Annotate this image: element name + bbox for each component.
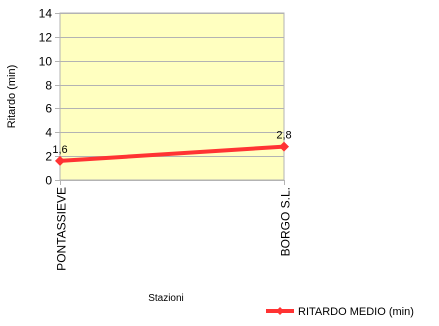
y-tick-label: 10 (39, 55, 53, 69)
series-line (59, 144, 285, 163)
y-tick-label: 14 (39, 7, 53, 21)
y-axis-ticks: 0 2 4 6 8 10 12 14 (39, 7, 60, 188)
x-axis-label: Stazioni (148, 293, 184, 304)
x-tick-label: PONTASSIEVE (55, 187, 69, 271)
legend-label: RITARDO MEDIO (min) (298, 306, 414, 318)
grid-lines (60, 13, 284, 181)
data-point-marker (279, 141, 289, 152)
series-layer: 1,6 2,8 (52, 130, 292, 166)
y-tick-label: 8 (45, 79, 52, 93)
legend-swatch-marker (276, 307, 284, 315)
data-point-marker (55, 155, 65, 166)
y-tick-label: 4 (45, 126, 52, 140)
y-axis-label: Ritardo (min) (6, 65, 18, 129)
y-tick-label: 2 (45, 150, 52, 164)
data-label: 2,8 (276, 130, 291, 142)
y-tick-label: 0 (45, 174, 52, 188)
x-axis-ticks: PONTASSIEVE BORGO S.L. (55, 180, 293, 271)
x-tick-label: BORGO S.L. (279, 187, 293, 256)
y-tick-label: 6 (45, 102, 52, 116)
data-label: 1,6 (52, 144, 67, 156)
legend: RITARDO MEDIO (min) (266, 306, 414, 318)
y-tick-label: 12 (39, 31, 53, 45)
